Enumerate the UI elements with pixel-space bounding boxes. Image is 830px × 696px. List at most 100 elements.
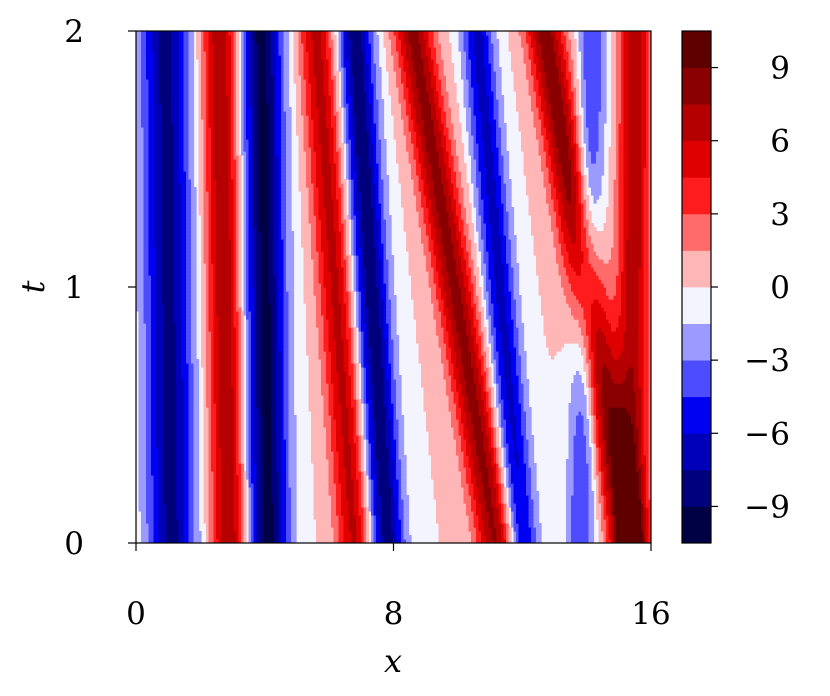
contour-cell (406, 519, 410, 524)
contour-cell (436, 487, 440, 492)
contour-cell (291, 491, 295, 496)
contour-cell (458, 507, 462, 512)
contour-cell (581, 539, 585, 543)
contour-cell (478, 507, 482, 512)
contour-cell (588, 507, 592, 512)
contour-cell (631, 451, 635, 456)
contour-cell (606, 523, 610, 528)
contour-cell (438, 487, 442, 492)
contour-cell (498, 451, 502, 456)
contour-cell (288, 447, 292, 452)
contour-cell (401, 455, 405, 460)
contour-cell (508, 535, 512, 540)
contour-cell (646, 519, 650, 524)
contour-cell (448, 467, 452, 472)
contour-cell (386, 511, 390, 516)
contour-cell (248, 507, 252, 512)
contour-cell (621, 507, 625, 512)
contour-cell (148, 483, 152, 488)
contour-cell (458, 511, 462, 516)
contour-cell (171, 535, 175, 540)
contour-cell (448, 531, 452, 536)
contour-cell (398, 527, 402, 532)
contour-cell (478, 519, 482, 524)
contour-cell (293, 527, 297, 532)
contour-cell (391, 499, 395, 504)
contour-cell (356, 447, 360, 452)
contour-cell (256, 463, 260, 468)
contour-cell (383, 471, 387, 476)
contour-cell (216, 479, 220, 484)
contour-cell (226, 511, 230, 516)
contour-cell (571, 495, 575, 500)
contour-cell (161, 519, 165, 524)
contour-cell (316, 483, 320, 488)
contour-cell (153, 463, 157, 468)
contour-cell (176, 503, 180, 508)
contour-cell (268, 495, 272, 500)
contour-cell (531, 475, 535, 480)
contour-cell (258, 523, 262, 528)
contour-cell (208, 475, 212, 480)
contour-cell (346, 471, 350, 476)
contour-cell (261, 463, 265, 468)
contour-cell (373, 455, 377, 460)
contour-cell (253, 527, 257, 532)
contour-cell (161, 495, 165, 500)
contour-cell (336, 511, 340, 516)
contour-cell (348, 455, 352, 460)
contour-cell (268, 499, 272, 504)
contour-cell (616, 519, 620, 524)
contour-cell (488, 491, 492, 496)
contour-cell (493, 451, 497, 456)
contour-cell (251, 511, 255, 516)
contour-cell (368, 487, 372, 492)
contour-cell (466, 499, 470, 504)
contour-cell (341, 519, 345, 524)
contour-cell (273, 487, 277, 492)
contour-cell (148, 451, 152, 456)
contour-cell (283, 467, 287, 472)
contour-cell (236, 499, 240, 504)
contour-cell (576, 467, 580, 472)
contour-cell (573, 483, 577, 488)
contour-cell (271, 487, 275, 492)
contour-cell (516, 511, 520, 516)
contour-cell (476, 531, 480, 536)
contour-cell (211, 459, 215, 464)
contour-cell (326, 539, 330, 543)
contour-cell (406, 503, 410, 508)
contour-cell (481, 483, 485, 488)
contour-cell (331, 499, 335, 504)
contour-cell (493, 463, 497, 468)
contour-cell (493, 467, 497, 472)
contour-cell (378, 447, 382, 452)
contour-cell (528, 455, 532, 460)
contour-cell (363, 471, 367, 476)
contour-cell (643, 487, 647, 492)
contour-cell (631, 507, 635, 512)
contour-cell (186, 515, 190, 520)
contour-cell (596, 499, 600, 504)
contour-cell (468, 515, 472, 520)
contour-cell (196, 507, 200, 512)
contour-cell (263, 459, 267, 464)
contour-cell (588, 483, 592, 488)
contour-cell (256, 475, 260, 480)
contour-cell (613, 531, 617, 536)
contour-cell (316, 471, 320, 476)
contour-cell (531, 531, 535, 536)
contour-cell (626, 471, 630, 476)
contour-cell (258, 515, 262, 520)
contour-cell (393, 535, 397, 540)
contour-cell (356, 455, 360, 460)
contour-cell (533, 487, 537, 492)
contour-cell (588, 527, 592, 532)
contour-cell (293, 503, 297, 508)
contour-cell (476, 515, 480, 520)
contour-cell (608, 523, 612, 528)
contour-cell (231, 531, 235, 536)
contour-cell (331, 503, 335, 508)
contour-cell (571, 463, 575, 468)
contour-cell (316, 447, 320, 452)
